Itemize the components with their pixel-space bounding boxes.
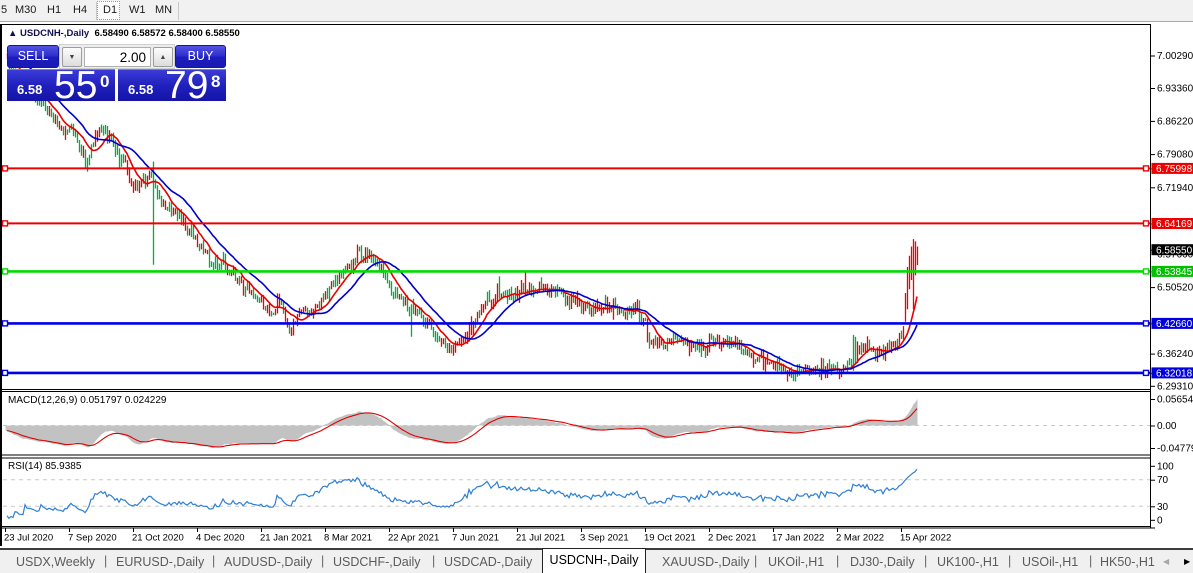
- svg-text:6.42660: 6.42660: [1156, 319, 1193, 330]
- svg-text:23 Jul 2020: 23 Jul 2020: [4, 533, 53, 544]
- svg-text:-0.047793: -0.047793: [1157, 444, 1193, 455]
- svg-text:21 Oct 2020: 21 Oct 2020: [132, 533, 184, 544]
- svg-text:6.32018: 6.32018: [1156, 369, 1193, 380]
- svg-text:4 Dec 2020: 4 Dec 2020: [196, 533, 245, 544]
- svg-text:6.50520: 6.50520: [1157, 283, 1193, 294]
- svg-text:6.58550: 6.58550: [1156, 245, 1193, 256]
- svg-text:6.64169: 6.64169: [1156, 219, 1193, 230]
- svg-text:6.29310: 6.29310: [1157, 381, 1193, 392]
- svg-text:6.71940: 6.71940: [1157, 183, 1193, 194]
- svg-text:8 Mar 2021: 8 Mar 2021: [324, 533, 372, 544]
- svg-text:7 Sep 2020: 7 Sep 2020: [68, 533, 117, 544]
- svg-text:2 Mar 2022: 2 Mar 2022: [836, 533, 884, 544]
- svg-text:6.86220: 6.86220: [1157, 116, 1193, 127]
- svg-text:19 Oct 2021: 19 Oct 2021: [644, 533, 696, 544]
- svg-text:17 Jan 2022: 17 Jan 2022: [772, 533, 824, 544]
- svg-text:RSI(14) 85.9385: RSI(14) 85.9385: [8, 461, 82, 472]
- svg-text:6.79080: 6.79080: [1157, 150, 1193, 161]
- svg-text:7.00290: 7.00290: [1157, 51, 1193, 62]
- svg-text:6.36240: 6.36240: [1157, 349, 1193, 360]
- svg-text:21 Jul 2021: 21 Jul 2021: [516, 533, 565, 544]
- svg-text:30: 30: [1157, 502, 1169, 513]
- svg-text:15 Apr 2022: 15 Apr 2022: [900, 533, 951, 544]
- svg-text:6.53845: 6.53845: [1156, 267, 1193, 278]
- svg-text:22 Apr 2021: 22 Apr 2021: [388, 533, 439, 544]
- svg-text:6.93360: 6.93360: [1157, 84, 1193, 95]
- svg-text:21 Jan 2021: 21 Jan 2021: [260, 533, 312, 544]
- svg-text:2 Dec 2021: 2 Dec 2021: [708, 533, 757, 544]
- svg-text:0: 0: [1157, 515, 1163, 526]
- svg-text:70: 70: [1157, 475, 1169, 486]
- svg-text:100: 100: [1157, 461, 1174, 472]
- svg-text:MACD(12,26,9) 0.051797 0.02422: MACD(12,26,9) 0.051797 0.024229: [8, 395, 167, 406]
- svg-text:0.05654: 0.05654: [1157, 395, 1193, 406]
- svg-text:0.00: 0.00: [1157, 421, 1177, 432]
- svg-text:6.75998: 6.75998: [1156, 164, 1193, 175]
- svg-text:3 Sep 2021: 3 Sep 2021: [580, 533, 629, 544]
- svg-text:7 Jun 2021: 7 Jun 2021: [452, 533, 499, 544]
